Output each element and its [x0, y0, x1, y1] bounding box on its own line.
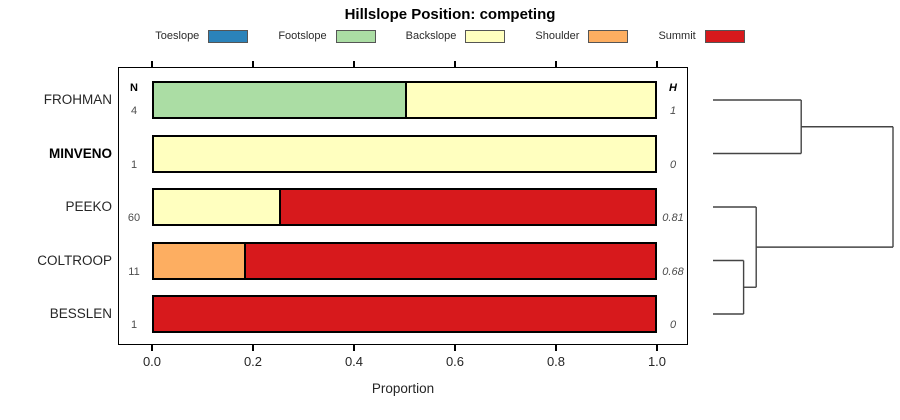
legend-swatch	[465, 29, 506, 43]
n-value: 1	[130, 319, 138, 331]
x-axis-tick-bottom	[656, 345, 658, 351]
x-tick-label: 1.0	[647, 354, 667, 369]
h-value: 1	[669, 105, 677, 117]
chart-title: Hillslope Position: competing	[344, 6, 556, 23]
legend-label: Toeslope	[155, 30, 200, 42]
bar-row	[152, 295, 657, 333]
legend-label: Footslope	[278, 30, 327, 42]
bar-row	[152, 241, 657, 280]
h-value: 0	[669, 158, 677, 171]
bar-segment-shoulder	[154, 243, 245, 278]
bar-row	[152, 81, 657, 119]
legend-item: Backslope	[405, 29, 506, 43]
bar-segment-backslope	[404, 83, 655, 117]
x-tick-label: 0.8	[546, 354, 566, 369]
x-axis-tick-top	[656, 61, 658, 67]
n-value: 1	[130, 158, 138, 171]
bar-segment-summit	[279, 190, 655, 224]
h-value: 0.68	[662, 265, 684, 278]
x-axis-tick-top	[555, 61, 557, 67]
x-tick-label: 0.0	[142, 354, 162, 369]
plot-area	[118, 67, 688, 345]
h-column-header: H	[669, 82, 677, 94]
x-axis-tick-top	[151, 61, 153, 67]
bar-segment-summit	[244, 243, 655, 278]
x-axis-tick-top	[454, 61, 456, 67]
x-axis-label: Proportion	[371, 381, 435, 396]
x-axis-tick-top	[353, 61, 355, 67]
legend-item: Summit	[658, 29, 745, 43]
x-tick-label: 0.4	[344, 354, 364, 369]
legend-swatch	[588, 29, 629, 43]
row-label: PEEKO	[65, 199, 112, 214]
h-value: 0	[669, 319, 677, 331]
n-value: 4	[130, 105, 138, 117]
bar-segment-backslope	[154, 190, 280, 224]
row-label: MINVENO	[48, 145, 112, 161]
legend-item: Shoulder	[535, 29, 629, 43]
legend-label: Backslope	[405, 30, 457, 42]
legend-label: Summit	[658, 30, 696, 42]
legend-label: Shoulder	[535, 30, 580, 42]
row-label: BESSLEN	[49, 306, 112, 321]
n-value: 11	[128, 265, 140, 278]
n-value: 60	[127, 212, 141, 224]
legend-item: Footslope	[278, 29, 376, 43]
x-axis-tick-bottom	[252, 345, 254, 351]
bar-segment-backslope	[154, 136, 655, 171]
row-label: COLTROOP	[37, 252, 112, 268]
legend-swatch	[208, 29, 249, 43]
row-label: FROHMAN	[43, 92, 112, 107]
legend-swatch	[335, 29, 376, 43]
bar-segment-footslope	[154, 83, 405, 117]
x-axis-tick-bottom	[555, 345, 557, 351]
legend-swatch	[704, 29, 745, 43]
n-column-header: N	[130, 82, 138, 94]
x-axis-tick-top	[252, 61, 254, 67]
legend-item: Toeslope	[155, 29, 249, 43]
x-axis-tick-bottom	[151, 345, 153, 351]
h-value: 0.81	[662, 212, 684, 224]
bar-row	[152, 134, 657, 173]
bar-row	[152, 188, 657, 226]
x-axis-tick-bottom	[353, 345, 355, 351]
legend: Toeslope Footslope Backslope Shoulder Summit	[0, 27, 900, 45]
x-axis-tick-bottom	[454, 345, 456, 351]
x-tick-label: 0.2	[243, 354, 263, 369]
x-tick-label: 0.6	[445, 354, 465, 369]
bar-segment-summit	[154, 297, 655, 331]
